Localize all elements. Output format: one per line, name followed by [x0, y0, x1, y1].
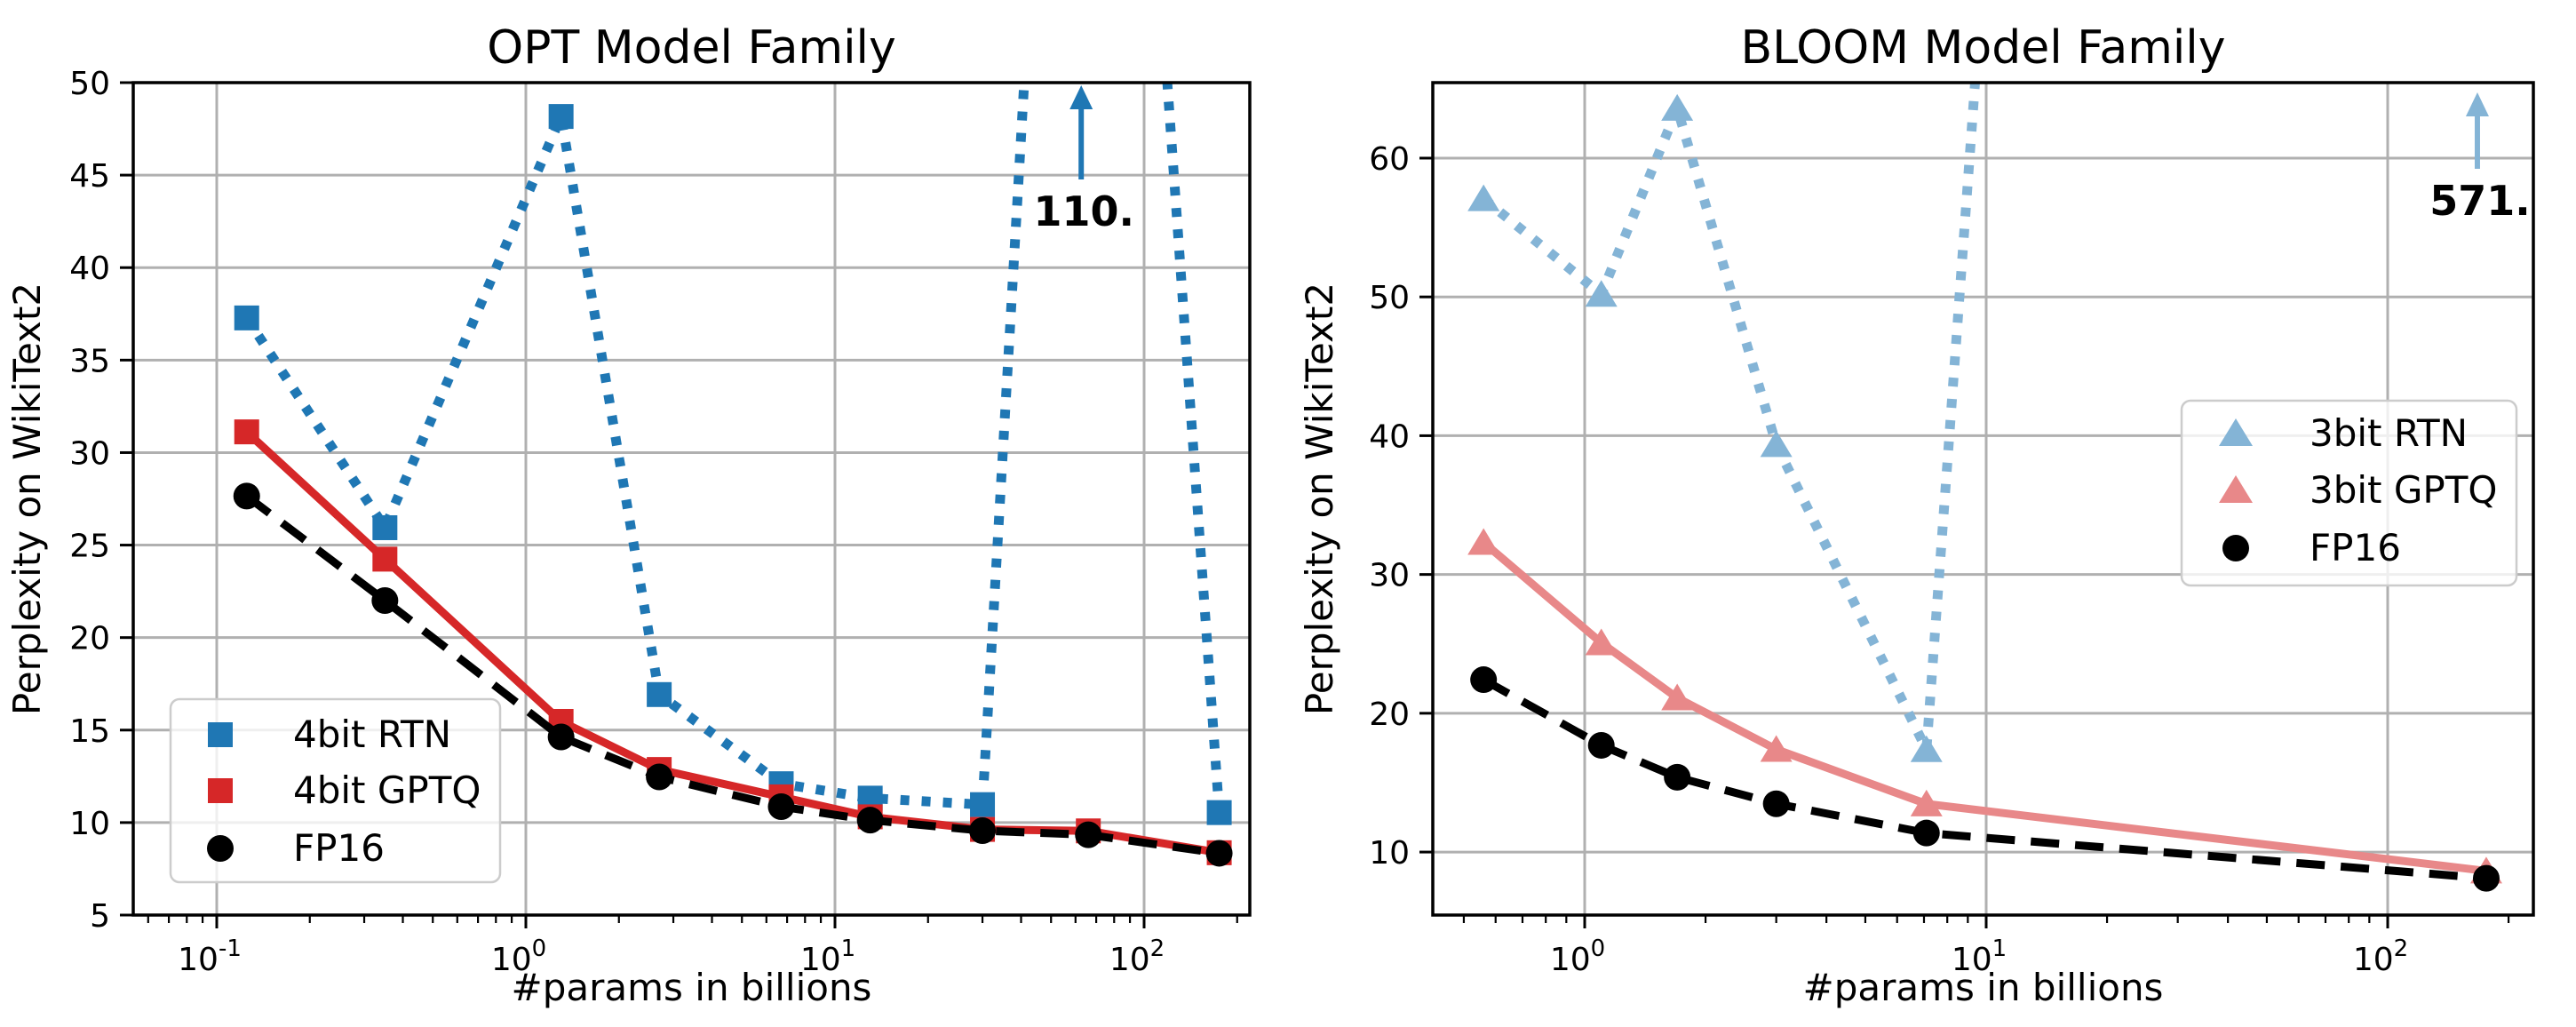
legend-label: 4bit RTN: [293, 713, 451, 756]
y-tick-label: 25: [69, 529, 110, 565]
chart-title: BLOOM Model Family: [1740, 21, 2225, 75]
data-point-marker: [1206, 800, 1232, 825]
y-tick-label: 15: [69, 713, 110, 750]
series-fp16: [233, 482, 1233, 867]
data-point-marker: [647, 681, 672, 707]
annotation-value: 110.: [1033, 187, 1134, 235]
y-tick-label: 35: [69, 343, 110, 379]
data-point-marker: [1585, 280, 1618, 307]
series-fp16: [1470, 666, 2500, 892]
y-tick-label: 10: [69, 806, 110, 842]
y-tick-label: 40: [1369, 418, 1410, 455]
y-tick-label: 40: [69, 251, 110, 287]
legend: 4bit RTN 4bit GPTQ FP16: [169, 697, 502, 884]
legend-marker: [208, 722, 233, 747]
data-point-marker: [969, 817, 997, 845]
x-tick-label: 102: [2353, 935, 2408, 978]
x-tick-label: 102: [1109, 935, 1165, 978]
y-tick-label: 60: [1369, 141, 1410, 178]
data-point-marker: [1664, 763, 1691, 791]
y-tick-label: 50: [1369, 280, 1410, 316]
series-line: [242, 83, 1225, 814]
y-axis-label: Perplexity on WikiText2: [5, 283, 49, 715]
data-point-marker: [1760, 430, 1793, 458]
data-point-marker: [1470, 666, 1498, 694]
data-point-marker: [2472, 864, 2500, 892]
data-point-marker: [1585, 628, 1618, 656]
y-tick-label: 45: [69, 158, 110, 195]
data-point-marker: [1910, 789, 1943, 816]
legend-box: [2180, 399, 2518, 587]
data-point-marker: [548, 104, 574, 130]
data-point-marker: [856, 807, 884, 834]
data-point-marker: [1912, 819, 1940, 847]
off-chart-annotation: 571.: [2429, 92, 2531, 225]
legend-label: FP16: [293, 826, 385, 870]
legend-label: FP16: [2310, 526, 2401, 569]
data-point-marker: [234, 419, 259, 445]
y-tick-label: 5: [90, 898, 110, 935]
axes-frame: [131, 81, 1252, 917]
data-point-marker: [1587, 731, 1615, 759]
data-point-marker: [1467, 528, 1500, 555]
legend: 3bit RTN 3bit GPTQ FP16: [2180, 399, 2518, 587]
data-point-marker: [1661, 93, 1694, 121]
data-point-marker: [372, 546, 398, 572]
data-point-marker: [767, 792, 795, 820]
data-point-marker: [1661, 683, 1694, 711]
x-axis-label: #params in billions: [1803, 966, 2164, 1009]
y-tick-label: 30: [1369, 558, 1410, 594]
x-axis-label: #params in billions: [512, 966, 872, 1009]
data-point-marker: [646, 763, 673, 791]
y-tick-label: 20: [69, 621, 110, 657]
legend-box: [169, 697, 502, 884]
series-line: [1481, 676, 2487, 883]
annotation-value: 571.: [2429, 177, 2531, 225]
data-point-marker: [1205, 840, 1233, 867]
legend-marker: [208, 778, 233, 803]
chart-title: OPT Model Family: [487, 21, 896, 75]
series-3bit-rtn: [1467, 83, 1980, 768]
legend-label: 4bit GPTQ: [293, 768, 481, 812]
axes-frame: [1431, 81, 2535, 917]
off-chart-annotation: 110.: [1033, 85, 1134, 235]
data-point-marker: [371, 587, 399, 615]
data-point-marker: [1910, 735, 1943, 762]
data-point-marker: [1760, 735, 1793, 762]
data-point-marker: [970, 792, 996, 817]
series-line: [1481, 539, 2487, 875]
data-point-marker: [1075, 821, 1102, 848]
y-axis: 10 20 30 40 50 60: [1369, 141, 1433, 872]
y-tick-label: 30: [69, 435, 110, 472]
legend-marker: [207, 835, 234, 862]
data-point-marker: [233, 482, 260, 510]
y-axis-label: Perplexity on WikiText2: [1298, 283, 1341, 715]
legend-label: 3bit GPTQ: [2310, 468, 2497, 512]
legend-marker: [2219, 418, 2253, 446]
data-point-marker: [372, 514, 398, 540]
y-tick-label: 20: [1369, 697, 1410, 733]
y-axis: 5 10 15 20 25 30 35 40 45 50: [69, 66, 133, 935]
y-tick-label: 10: [1369, 835, 1410, 872]
y-tick-label: 50: [69, 66, 110, 102]
data-point-marker: [547, 723, 575, 751]
data-point-marker: [1467, 184, 1500, 211]
up-arrow-head-icon: [1069, 85, 1093, 109]
legend-marker: [2219, 475, 2253, 503]
legend-marker: [2222, 535, 2249, 561]
legend-label: 3bit RTN: [2310, 411, 2468, 455]
data-point-marker: [234, 305, 259, 330]
x-tick-label: 100: [1550, 935, 1605, 978]
up-arrow-head-icon: [2465, 92, 2489, 116]
x-tick-label: 10-1: [178, 935, 242, 978]
data-point-marker: [1762, 790, 1790, 817]
